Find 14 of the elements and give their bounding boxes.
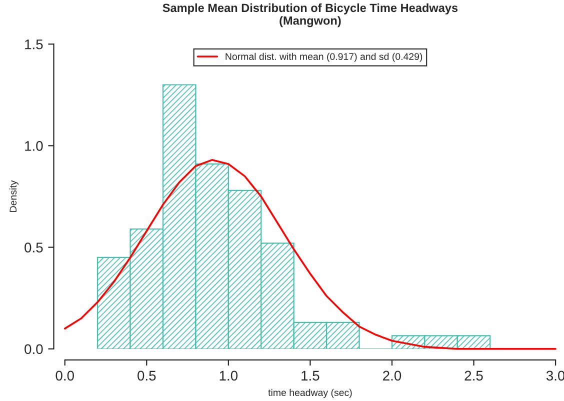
y-tick-label: 0.0 bbox=[24, 344, 43, 354]
y-tick-label: 1.0 bbox=[25, 141, 43, 151]
chart-title: Sample Mean Distribution of Bicycle Time Headways (Mangwon) bbox=[162, 3, 458, 28]
y-tick-label: 0.5 bbox=[24, 242, 43, 252]
y-tick-label: 1.5 bbox=[25, 40, 43, 50]
x-tick-label: 1.0 bbox=[220, 370, 238, 381]
x-axis-title: time headway (sec) bbox=[268, 388, 352, 398]
y-axis-title: Density bbox=[9, 180, 18, 212]
x-tick-label: 2.0 bbox=[383, 370, 402, 381]
x-tick-label: 0.5 bbox=[138, 370, 156, 381]
legend-label: Normal dist. with mean (0.917) and sd (0.429) bbox=[226, 52, 422, 62]
x-tick-label: 1.5 bbox=[302, 370, 320, 381]
x-tick-label: 0.0 bbox=[56, 370, 74, 381]
x-tick-label: 2.5 bbox=[464, 370, 483, 381]
